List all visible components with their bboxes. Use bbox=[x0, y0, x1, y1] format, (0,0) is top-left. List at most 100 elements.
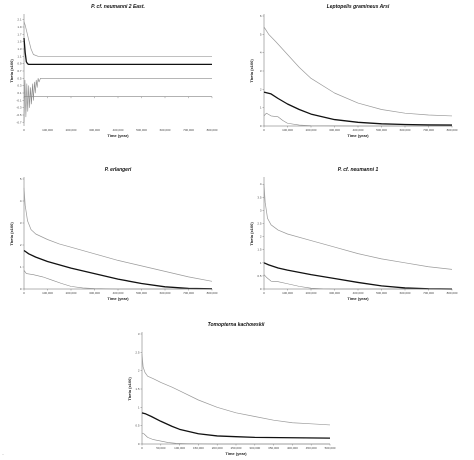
x-axis-label: Time (year) bbox=[107, 296, 129, 301]
x-tick-label: 700,000 bbox=[423, 291, 434, 295]
x-tick-label: 500,000 bbox=[136, 291, 147, 295]
x-axis-label: Time (year) bbox=[225, 451, 247, 456]
x-tick-label: 200,000 bbox=[306, 291, 317, 295]
y-axis-label: Theta (x100) bbox=[9, 59, 14, 83]
x-tick-label: 200,000 bbox=[306, 128, 317, 132]
x-tick-label: 450,000 bbox=[306, 446, 317, 450]
x-tick-label: 0 bbox=[141, 446, 143, 450]
series-line-lower bbox=[23, 270, 212, 290]
y-tick-label: 2 bbox=[138, 369, 140, 373]
x-tick-label: 400,000 bbox=[353, 291, 364, 295]
y-tick-label: 1 bbox=[20, 265, 22, 269]
y-tick-label: 1.1 bbox=[17, 54, 22, 58]
chart-svg-3: P. erlangeri 0 1 2 3 4 5 0 100,000 200,000 300,000… bbox=[9, 167, 218, 301]
x-tick-label: 300,000 bbox=[329, 291, 340, 295]
chart-panel-1: P. cf. neumanni 2 East. -0.7 -0.5 -0.3 -0.1 0… bbox=[9, 0, 220, 140]
y-tick-label: 1.5 bbox=[17, 40, 22, 44]
y-tick-label: -0.5 bbox=[16, 113, 22, 117]
y-tick-label: 3 bbox=[260, 69, 262, 73]
y-axis-label: Theta (x100) bbox=[249, 222, 254, 246]
x-tick-label: 500,000 bbox=[376, 291, 387, 295]
chart-title: Tomopterna kachowskii bbox=[208, 322, 265, 328]
x-axis-label: Time (year) bbox=[347, 296, 369, 301]
x-tick-label: 200,000 bbox=[212, 446, 223, 450]
x-tick-label: 700,000 bbox=[183, 128, 194, 132]
chart-title: P. erlangeri bbox=[105, 167, 132, 173]
series-line-upper bbox=[23, 21, 212, 57]
x-tick-label: 100,000 bbox=[282, 291, 293, 295]
y-tick-label: 3 bbox=[138, 332, 140, 336]
series-line-upper bbox=[23, 187, 213, 282]
series-line-lower bbox=[263, 274, 452, 290]
y-tick-label: 2.5 bbox=[135, 350, 140, 354]
chart-title: P. cf. neumanni 2 East. bbox=[91, 4, 145, 10]
y-tick-label: 2 bbox=[260, 235, 262, 239]
x-tick-label: 250,000 bbox=[231, 446, 242, 450]
x-tick-label: 350,000 bbox=[268, 446, 279, 450]
y-tick-label: 1 bbox=[260, 106, 262, 110]
x-tick-label: 0 bbox=[23, 291, 25, 295]
x-tick-label: 500,000 bbox=[136, 128, 147, 132]
y-tick-label: 3 bbox=[260, 208, 262, 212]
y-tick-label: 5 bbox=[20, 177, 22, 181]
y-tick-label: -0.3 bbox=[16, 106, 22, 110]
series-line-upper bbox=[141, 354, 331, 426]
y-axis-label: Theta (x100) bbox=[9, 222, 14, 246]
y-tick-label: -0.1 bbox=[16, 98, 22, 102]
chart-svg-5: Tomopterna kachowskii 0 0.5 1 1.5 2 2.5 3 0 50,00… bbox=[127, 322, 336, 456]
y-tick-label: 4 bbox=[260, 182, 262, 186]
x-tick-label: 150,000 bbox=[193, 446, 204, 450]
x-tick-label: 600,000 bbox=[160, 128, 171, 132]
chart-svg-2: Leptopelis gramineus Arsi 0 1 2 3 4 5 6 0 100,000… bbox=[249, 4, 458, 138]
x-tick-label: 0 bbox=[263, 128, 265, 132]
x-tick-label: 200,000 bbox=[66, 128, 77, 132]
y-tick-label: 4 bbox=[260, 51, 262, 55]
x-tick-label: 400,000 bbox=[287, 446, 298, 450]
x-tick-label: 300,000 bbox=[89, 128, 100, 132]
series-line-median bbox=[141, 412, 331, 439]
x-tick-label: 0 bbox=[23, 128, 25, 132]
series-line-median bbox=[23, 249, 213, 290]
x-axis-label: Time (year) bbox=[107, 133, 129, 138]
chart-panel-3: P. erlangeri 0 1 2 3 4 5 0 100,000 200,000 300,000… bbox=[9, 163, 220, 303]
x-tick-label: 400,000 bbox=[353, 128, 364, 132]
y-tick-label: 2.5 bbox=[257, 222, 262, 226]
series-line-lower bbox=[141, 432, 330, 445]
y-tick-label: 0.7 bbox=[17, 69, 22, 73]
x-tick-label: 400,000 bbox=[113, 291, 124, 295]
chart-panel-4: P. cf. neumanni 1 0 0.5 1 1.5 2 2.5 3 3.5 4 0 100,0… bbox=[249, 163, 460, 303]
chart-title: P. cf. neumanni 1 bbox=[338, 167, 379, 173]
x-tick-label: 200,000 bbox=[66, 291, 77, 295]
y-tick-label: 0.9 bbox=[17, 62, 22, 66]
y-tick-label: 0.5 bbox=[257, 274, 262, 278]
y-tick-label: 0 bbox=[138, 442, 140, 446]
chart-panel-2: Leptopelis gramineus Arsi 0 1 2 3 4 5 6 0 100,000… bbox=[249, 0, 460, 140]
y-tick-label: 1.5 bbox=[257, 248, 262, 252]
x-tick-label: 800,000 bbox=[447, 128, 458, 132]
y-tick-label: -0.7 bbox=[16, 120, 22, 124]
series-line-upper bbox=[263, 184, 453, 270]
series-line-median bbox=[23, 37, 212, 66]
y-axis-label: Theta (x100) bbox=[249, 59, 254, 83]
x-tick-label: 300,000 bbox=[89, 291, 100, 295]
x-tick-label: 400,000 bbox=[113, 128, 124, 132]
y-tick-label: 0 bbox=[20, 287, 22, 291]
x-tick-label: 800,000 bbox=[207, 291, 218, 295]
x-tick-label: 100,000 bbox=[42, 128, 53, 132]
y-tick-label: 6 bbox=[260, 14, 262, 18]
x-tick-label: 700,000 bbox=[183, 291, 194, 295]
y-tick-label: 0.5 bbox=[17, 76, 22, 80]
chart-title: Leptopelis gramineus Arsi bbox=[327, 4, 390, 10]
x-tick-label: 800,000 bbox=[447, 291, 458, 295]
y-tick-label: 1.5 bbox=[135, 387, 140, 391]
series-line-upper bbox=[263, 26, 453, 117]
x-tick-label: 600,000 bbox=[400, 291, 411, 295]
x-tick-label: 300,000 bbox=[329, 128, 340, 132]
series-line-median bbox=[263, 91, 453, 126]
chart-panel-5: Tomopterna kachowskii 0 0.5 1 1.5 2 2.5 3 0 50,00… bbox=[127, 318, 338, 458]
x-tick-label: 700,000 bbox=[423, 128, 434, 132]
y-tick-label: 3 bbox=[20, 221, 22, 225]
y-tick-label: 0 bbox=[260, 124, 262, 128]
y-tick-label: 2.1 bbox=[17, 18, 22, 22]
chart-svg-1: P. cf. neumanni 2 East. -0.7 -0.5 -0.3 -0.1 0… bbox=[9, 4, 218, 138]
